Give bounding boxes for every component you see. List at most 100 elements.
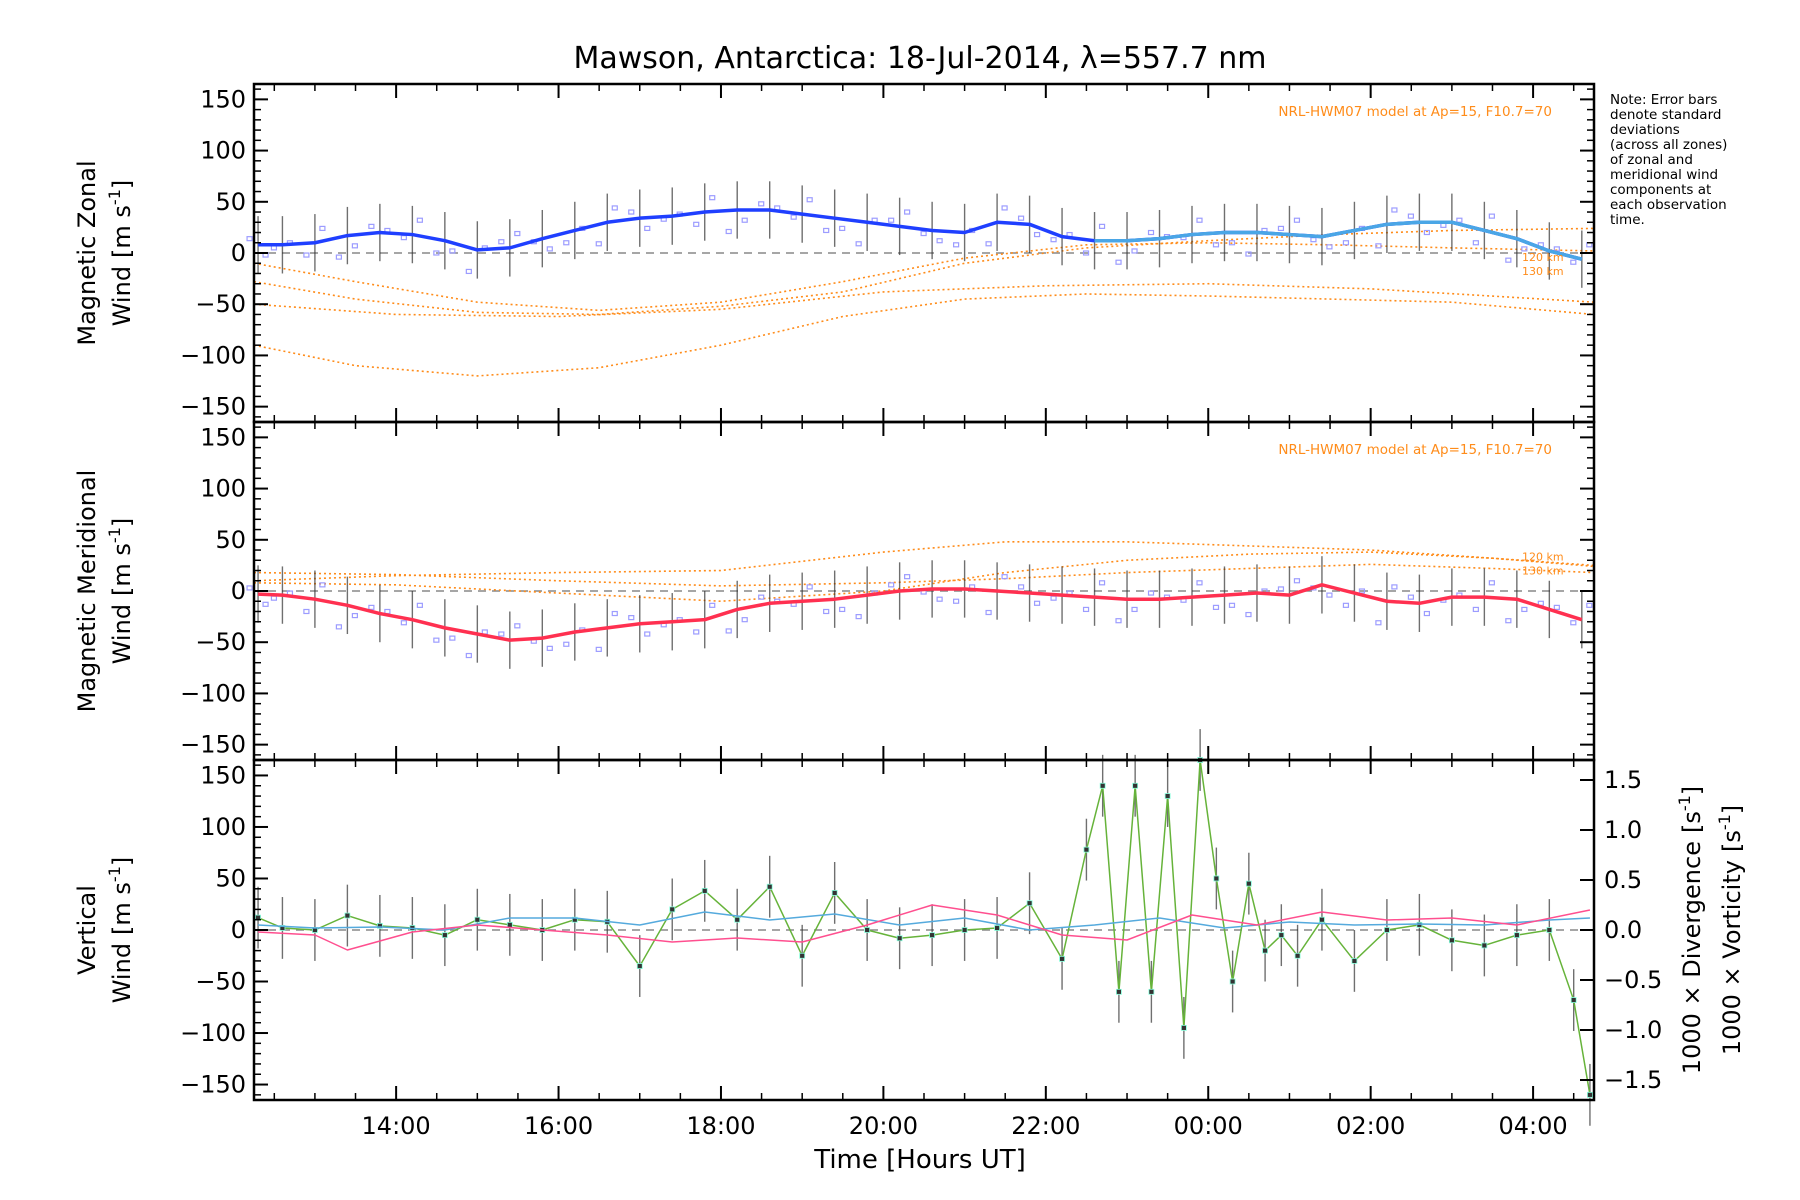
- zone-point: [563, 641, 570, 647]
- zone-point: [1001, 574, 1008, 580]
- zone-point: [741, 617, 748, 623]
- x-tick-label: 00:00: [1174, 1112, 1243, 1140]
- y-tick-label: −100: [180, 679, 246, 707]
- zone-point: [644, 631, 651, 637]
- y2-tick-label: 0.5: [1604, 866, 1642, 894]
- data-point: [831, 890, 838, 896]
- y2-vor-text: 1000 × Vorticity: [1718, 860, 1746, 1055]
- zone-point: [563, 240, 570, 246]
- y-tick-label: 100: [200, 813, 246, 841]
- zone-point: [904, 574, 911, 580]
- zone-point: [514, 230, 521, 237]
- y2-div-close: ]: [1678, 786, 1706, 795]
- zone-point: [1098, 580, 1106, 586]
- zone-point: [1050, 595, 1057, 601]
- data-point: [799, 952, 806, 959]
- x-axis-label: Time [Hours UT]: [813, 1145, 1026, 1175]
- zone-point: [693, 221, 700, 227]
- zone-point: [303, 252, 310, 258]
- zone-point: [611, 205, 618, 211]
- zone-point: [1001, 205, 1008, 211]
- zone-point: [400, 235, 407, 241]
- y2-div-unit: [s: [1678, 811, 1706, 833]
- y-tick-label: 150: [200, 85, 246, 113]
- zone-point: [1521, 606, 1528, 613]
- model-line: [253, 551, 1595, 603]
- y-label-sup: -1: [105, 527, 124, 543]
- data-point: [1448, 937, 1455, 944]
- y2-tick-label: 1.0: [1604, 816, 1642, 844]
- zone-point: [1488, 580, 1495, 586]
- zone-point: [1115, 259, 1122, 265]
- zone-point: [1358, 588, 1366, 594]
- zone-point: [1326, 592, 1333, 598]
- zone-point: [1131, 248, 1138, 254]
- zone-point: [953, 242, 960, 248]
- data-point: [1116, 988, 1122, 995]
- zone-point: [368, 223, 375, 229]
- data-point: [1132, 782, 1139, 789]
- data-point: [961, 927, 968, 933]
- chart-title: Mawson, Antarctica: 18-Jul-2014, λ=557.7…: [573, 41, 1266, 76]
- zone-point: [595, 646, 602, 652]
- zone-point: [1147, 229, 1155, 236]
- zone-point: [1553, 604, 1560, 610]
- data-point: [1059, 955, 1065, 962]
- x-tick-label: 18:00: [686, 1112, 755, 1140]
- zone-point: [904, 209, 911, 215]
- zone-point: [611, 610, 618, 617]
- zone-point: [1196, 217, 1203, 223]
- series-line-vertical: [257, 759, 1591, 1095]
- model-label: NRL-HWM07 model at Ap=15, F10.7=70: [1278, 104, 1552, 120]
- data-point: [1513, 932, 1520, 939]
- y-label-close: ]: [108, 518, 136, 527]
- y-axis-label-line1: Vertical: [73, 885, 101, 975]
- data-point: [441, 932, 448, 939]
- zone-point: [1505, 618, 1512, 624]
- zone-point: [416, 602, 423, 608]
- zone-point: [270, 595, 278, 601]
- zone-point: [1228, 602, 1236, 608]
- zone-point: [1033, 231, 1041, 238]
- y-label-sup: -1: [105, 189, 124, 205]
- zone-point: [351, 612, 358, 619]
- series-line-meridional: [257, 583, 1583, 642]
- zone-point: [1570, 620, 1577, 626]
- zone-point: [595, 241, 602, 247]
- zone-point: [1082, 606, 1090, 613]
- zone-point: [1586, 602, 1593, 608]
- zone-point: [953, 598, 960, 604]
- y-axis-label-line2: Wind [m s-1]: [105, 180, 136, 327]
- zone-point: [449, 635, 456, 641]
- model-line: [253, 282, 1595, 318]
- data-point: [506, 921, 513, 928]
- zone-point: [758, 594, 765, 600]
- zone-point: [514, 623, 521, 629]
- y-tick-label: 0: [231, 916, 246, 944]
- zone-point: [465, 268, 472, 275]
- y-tick-label: 150: [200, 423, 246, 451]
- y-tick-label: −50: [195, 628, 246, 656]
- note-line: denote standard: [1610, 107, 1721, 123]
- note-line: of zonal and: [1610, 152, 1693, 168]
- y-tick-label: −150: [180, 1071, 246, 1099]
- data-point: [636, 963, 643, 969]
- zone-point: [465, 652, 472, 659]
- x-tick-label: 04:00: [1499, 1112, 1568, 1140]
- data-point: [1351, 958, 1358, 964]
- zone-point: [1147, 590, 1155, 596]
- data-point: [1083, 846, 1090, 853]
- model-altitude-label: 130 km: [1522, 265, 1564, 278]
- y-label-wind: Wind: [108, 266, 136, 326]
- model-label: NRL-HWM07 model at Ap=15, F10.7=70: [1278, 442, 1552, 458]
- zone-point: [806, 584, 813, 590]
- y-label-unit: [m s: [108, 543, 136, 596]
- zone-point: [1196, 580, 1203, 586]
- zone-point: [855, 241, 862, 247]
- data-point: [1587, 1091, 1593, 1098]
- zone-point: [433, 250, 440, 256]
- zone-point: [1553, 246, 1560, 252]
- y2-tick-label: 0.0: [1604, 916, 1642, 944]
- data-point: [571, 916, 578, 923]
